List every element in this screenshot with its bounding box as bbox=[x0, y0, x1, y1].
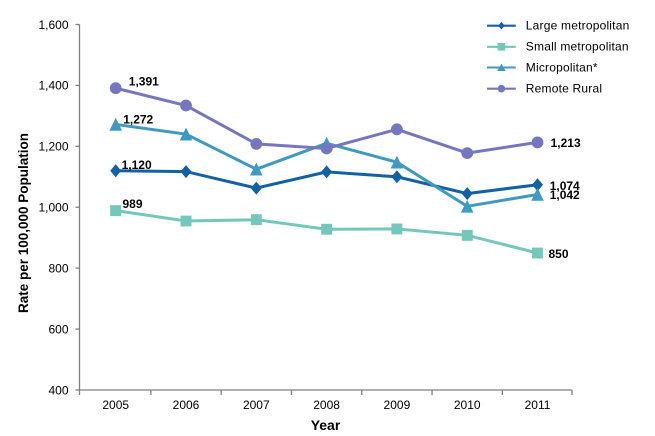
svg-text:1,391: 1,391 bbox=[129, 75, 159, 89]
svg-text:1,000: 1,000 bbox=[38, 201, 68, 215]
svg-text:2006: 2006 bbox=[173, 398, 200, 412]
svg-text:1,272: 1,272 bbox=[123, 113, 153, 127]
svg-text:1,213: 1,213 bbox=[551, 136, 581, 150]
svg-text:1,074: 1,074 bbox=[550, 179, 580, 193]
svg-text:1,600: 1,600 bbox=[38, 18, 68, 32]
svg-text:2009: 2009 bbox=[384, 398, 411, 412]
svg-text:Rate per 100,000 Population: Rate per 100,000 Population bbox=[16, 133, 31, 313]
svg-text:2011: 2011 bbox=[525, 398, 551, 412]
svg-text:Year: Year bbox=[311, 417, 341, 433]
svg-text:989: 989 bbox=[123, 197, 143, 211]
svg-text:1,120: 1,120 bbox=[122, 158, 152, 172]
svg-text:2010: 2010 bbox=[454, 398, 481, 412]
svg-text:2005: 2005 bbox=[102, 398, 129, 412]
svg-text:Micropolitan*: Micropolitan* bbox=[526, 60, 598, 74]
svg-text:Small metropolitan: Small metropolitan bbox=[526, 40, 629, 54]
svg-text:400: 400 bbox=[48, 383, 68, 397]
svg-text:2008: 2008 bbox=[313, 398, 340, 412]
svg-text:800: 800 bbox=[48, 261, 68, 275]
svg-text:1,400: 1,400 bbox=[38, 79, 68, 93]
svg-text:1,042: 1,042 bbox=[550, 188, 580, 202]
svg-text:1,200: 1,200 bbox=[38, 140, 68, 154]
svg-text:Large metropolitan: Large metropolitan bbox=[526, 19, 630, 33]
svg-text:Remote Rural: Remote Rural bbox=[526, 82, 602, 96]
svg-text:2007: 2007 bbox=[243, 398, 270, 412]
svg-text:600: 600 bbox=[48, 322, 68, 336]
svg-text:850: 850 bbox=[549, 247, 569, 261]
